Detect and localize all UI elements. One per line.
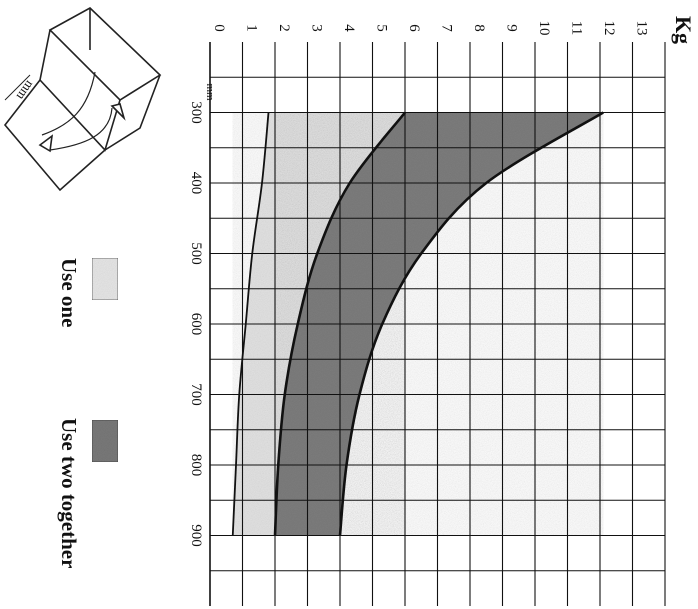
y-tick-label: 9 xyxy=(504,24,520,32)
x-tick-label: 600 xyxy=(188,313,204,336)
y-tick-label: 2 xyxy=(276,24,292,32)
boundary-curve-3 xyxy=(338,111,604,536)
x-axis-unit: mm xyxy=(204,83,216,101)
y-axis-tick-labels: 0 1 2 3 4 5 6 7 8 9 10 11 12 13 xyxy=(211,21,650,36)
y-tick-label: 3 xyxy=(309,24,325,32)
y-tick-label: 1 xyxy=(244,24,260,32)
y-tick-label: 6 xyxy=(406,24,422,32)
boundary-curve-1 xyxy=(231,112,270,536)
y-tick-label: 0 xyxy=(211,24,227,32)
y-axis-label: Kg xyxy=(671,16,696,44)
x-tick-label: 400 xyxy=(188,172,204,195)
y-tick-label: 4 xyxy=(341,24,357,32)
boundary-curve-2 xyxy=(273,111,407,536)
x-axis-tick-labels: 300 400 500 600 700 800 900 xyxy=(188,101,204,547)
x-tick-label: 300 xyxy=(188,101,204,124)
y-tick-label: 8 xyxy=(471,24,487,32)
x-tick-label: 500 xyxy=(188,242,204,265)
x-tick-label: 700 xyxy=(188,383,204,406)
y-tick-label: 11 xyxy=(569,21,585,35)
arrow-icon xyxy=(38,134,54,153)
y-tick-label: 5 xyxy=(374,24,390,32)
box-diagram xyxy=(3,7,162,192)
grid-lines xyxy=(209,42,666,606)
y-tick-label: 12 xyxy=(601,21,617,36)
legend-swatch-use-one xyxy=(91,257,119,301)
x-tick-label: 800 xyxy=(188,454,204,477)
y-tick-label: 7 xyxy=(439,24,455,32)
legend-label-use-two-together: Use two together xyxy=(57,418,81,568)
y-tick-label: 13 xyxy=(634,21,650,36)
legend-swatch-use-two-together xyxy=(91,419,119,463)
legend-label-use-one: Use one xyxy=(57,258,81,327)
arrow-icon xyxy=(110,103,126,121)
x-tick-label: 900 xyxy=(188,524,204,547)
y-tick-label: 10 xyxy=(536,21,552,36)
series-boundary-curves xyxy=(231,111,604,536)
dimension-label: mm xyxy=(14,78,38,103)
